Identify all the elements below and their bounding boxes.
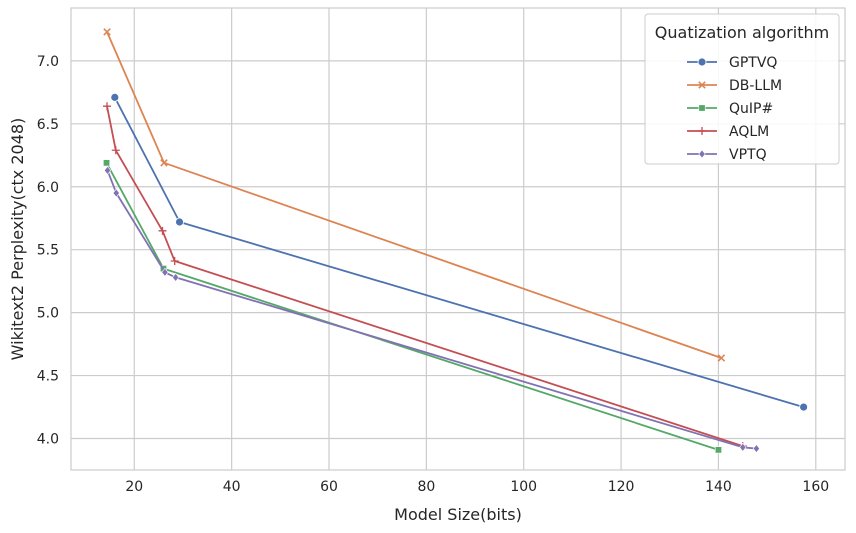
series-layer [103,28,809,454]
data-point-vptq [161,267,169,277]
data-point-db-llm [103,28,111,36]
data-point-db-llm [717,354,726,362]
y-tick-label: 5.5 [37,243,59,259]
series-line-db-llm [106,31,722,359]
data-point-vptq [739,442,747,452]
x-tick-label: 160 [802,479,829,495]
data-point-vptq [103,165,112,175]
legend-label-db-llm: DB-LLM [729,78,782,94]
legend-marker-vptq [698,149,706,159]
legend-marker-db-llm [698,81,706,89]
x-tick-label: 60 [320,479,338,495]
series-line-vptq [106,170,757,450]
legend-label-quip: QuIP# [729,101,773,117]
data-point-aqlm [111,146,120,155]
x-tick-label: 140 [705,479,732,495]
legend-items: GPTVQ DB-LLM QuIP# AQLM VPTQ [687,55,782,163]
y-tick-label: 5.0 [37,306,59,322]
legend-marker-quip [698,104,706,112]
x-tick-label: 40 [223,479,241,495]
series-line-quip [105,162,719,451]
y-axis-label: Wikitext2 Perplexity(ctx 2048) [8,118,27,361]
data-point-vptq [752,444,760,454]
plot-frame [70,7,846,471]
x-axis-ticks: 20 40 60 80 100 120 140 160 [125,479,829,495]
x-tick-label: 120 [608,479,635,495]
y-tick-label: 7.0 [37,54,59,70]
legend: Quatization algorithm GPTVQ DB-LLM QuIP# AQ… [644,13,840,165]
legend-item-quip: QuIP# [687,101,773,117]
legend-item-vptq: VPTQ [687,147,767,163]
data-point-db-llm [160,159,168,167]
data-point-gptvq [110,92,120,102]
legend-box [644,13,840,165]
y-axis-ticks: 4.0 4.5 5.0 5.5 6.0 6.5 7.0 [37,54,59,448]
legend-label-gptvq: GPTVQ [729,55,777,71]
data-point-vptq [172,272,180,282]
x-axis-label: Model Size(bits) [394,505,522,524]
data-point-gptvq [799,402,809,412]
data-point-quip [714,446,722,454]
legend-label-aqlm: AQLM [729,124,769,140]
y-tick-label: 6.5 [37,117,59,133]
legend-title: Quatization algorithm [655,23,829,42]
legend-item-db-llm: DB-LLM [687,78,782,94]
data-point-vptq [112,188,120,198]
data-point-quip [103,159,111,167]
data-point-gptvq [175,217,184,227]
x-tick-label: 20 [125,479,143,495]
x-tick-label: 80 [417,479,435,495]
data-point-aqlm [103,102,112,111]
legend-marker-gptvq [697,57,707,67]
y-tick-label: 4.5 [37,369,59,385]
legend-item-gptvq: GPTVQ [687,55,777,71]
x-tick-label: 100 [510,479,537,495]
y-tick-label: 6.0 [37,180,59,196]
series-vptq [103,165,760,454]
data-point-aqlm [170,257,179,266]
data-point-aqlm [158,226,167,235]
series-gptvq [110,92,809,412]
legend-label-vptq: VPTQ [729,147,767,163]
legend-item-aqlm: AQLM [687,124,769,140]
legend-marker-aqlm [698,127,706,135]
y-tick-label: 4.0 [37,432,59,448]
series-db-llm [103,28,726,362]
